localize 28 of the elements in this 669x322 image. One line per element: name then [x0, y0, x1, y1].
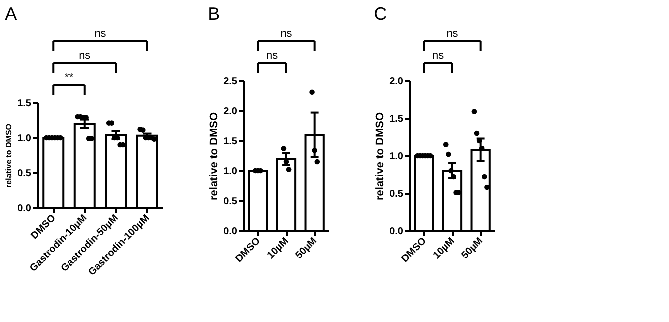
y-tick-label: 0.0	[224, 226, 238, 238]
y-tick-label: 1.5	[18, 98, 32, 110]
chart-title: B	[208, 4, 220, 24]
text: **	[64, 72, 74, 84]
text: ns	[79, 50, 92, 62]
chart-title: C	[374, 4, 388, 24]
text: ns	[266, 50, 279, 62]
y-axis-title: relative to DMSO	[208, 112, 221, 201]
y-tick-label: 0.0	[18, 204, 32, 214]
text: ns	[446, 28, 459, 40]
y-tick-label: 1.0	[224, 166, 238, 178]
y-tick-label: 0.5	[18, 168, 32, 180]
y-tick-label: 0.5	[390, 189, 404, 200]
y-tick-label: 1.0	[18, 134, 32, 144]
y-axis-title: relative to DMSO	[4, 124, 14, 188]
y-tick-label: 2.0	[390, 76, 404, 88]
text: ns	[432, 50, 445, 62]
y-tick-label: 1.0	[390, 152, 404, 162]
y-tick-label: 2.0	[224, 106, 238, 118]
y-tick-label: 1.5	[224, 136, 238, 148]
chart-title: A	[5, 4, 18, 24]
text: ns	[280, 28, 293, 40]
text: ns	[94, 28, 107, 40]
y-axis-title: relative to DMSO	[374, 112, 387, 201]
y-tick-label: 2.5	[224, 76, 238, 88]
y-tick-label: 0.0	[390, 226, 404, 238]
y-tick-label: 0.5	[224, 196, 238, 208]
y-tick-label: 1.5	[390, 114, 404, 125]
